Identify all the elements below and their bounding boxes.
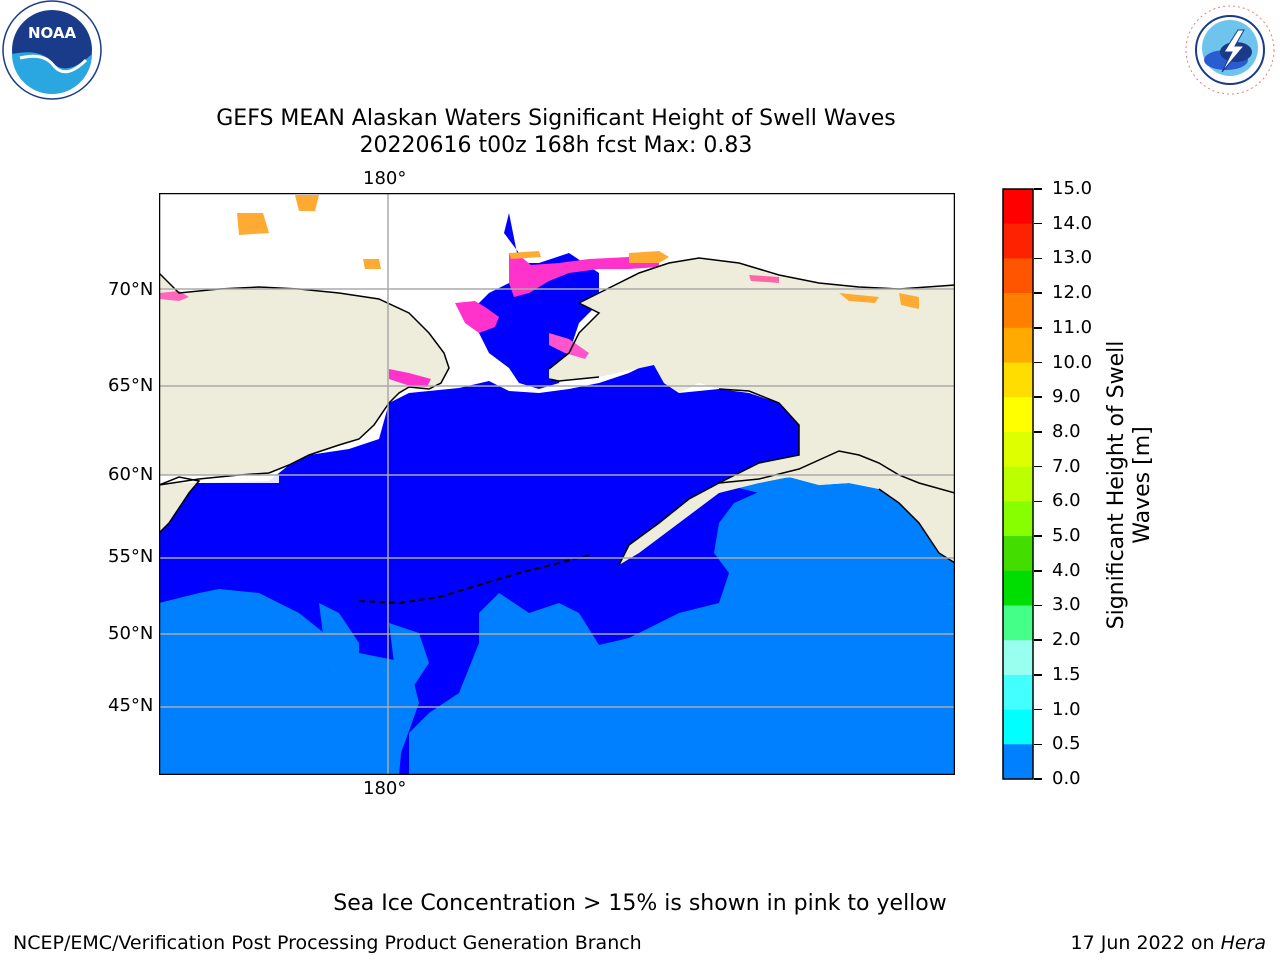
footer-host: Hera: [1220, 932, 1266, 954]
colorbar-tick-label: 0.5: [1052, 733, 1081, 755]
colorbar-tick-mark: [1034, 708, 1042, 711]
colorbar-swatch: [1003, 605, 1033, 641]
colorbar-tick-label: 4.0: [1052, 559, 1081, 581]
ocean-light: [159, 483, 955, 775]
colorbar-tick-mark: [1034, 257, 1042, 260]
colorbar-tick-label: 9.0: [1052, 386, 1081, 408]
colorbar-tick-label: 3.0: [1052, 594, 1081, 616]
colorbar-tick-label: 5.0: [1052, 525, 1081, 547]
colorbar-tick-mark: [1034, 327, 1042, 329]
colorbar-tick-mark: [1034, 778, 1042, 780]
colorbar-tick-mark: [1034, 535, 1042, 537]
colorbar-tick-label: 2.0: [1052, 629, 1081, 651]
colorbar-swatch: [1003, 501, 1033, 537]
colorbar-swatch: [1003, 327, 1033, 364]
noaa-logo: NOAA: [0, 0, 104, 100]
footer-left: NCEP/EMC/Verification Post Processing Pr…: [13, 932, 642, 954]
colorbar-tick-mark: [1034, 396, 1042, 398]
ocean-dark: [159, 363, 799, 775]
colorbar-title-line1: Significant Height of Swell: [1104, 340, 1129, 630]
land-alaska: [549, 258, 955, 565]
lat-label-45: 45°N: [108, 695, 154, 716]
lat-label-65: 65°N: [108, 375, 154, 396]
colorbar-tick-mark: [1034, 431, 1042, 433]
colorbar-tick-mark: [1034, 465, 1042, 468]
colorbar-tick-label: 10.0: [1052, 351, 1093, 373]
footer-right: 17 Jun 2022 on Hera: [1071, 932, 1266, 954]
lat-label-55: 55°N: [108, 546, 154, 567]
colorbar-swatch: [1003, 466, 1033, 502]
colorbar-tick-mark: [1034, 361, 1042, 364]
lon-label-top: 180°: [363, 168, 407, 189]
colorbar-tick-label: 7.0: [1052, 455, 1081, 477]
colorbar-swatch: [1003, 293, 1033, 329]
lat-label-50: 50°N: [108, 623, 154, 644]
footer-date: 17 Jun 2022 on: [1070, 932, 1221, 954]
lat-label-70: 70°N: [108, 279, 154, 300]
sea-ice-chukchi: [509, 253, 659, 297]
colorbar-tick-label: 6.0: [1052, 490, 1081, 512]
colorbar: [1002, 188, 1034, 780]
colorbar-tick-label: 11.0: [1052, 316, 1093, 338]
colorbar-tick-mark: [1034, 674, 1042, 676]
colorbar-swatch: [1003, 709, 1033, 745]
colorbar-tick-mark: [1034, 604, 1042, 607]
colorbar-tick-label: 1.5: [1052, 663, 1081, 685]
colorbar-border: [1002, 188, 1034, 780]
chart-subtitle: 20220616 t00z 168h fcst Max: 0.83: [359, 133, 753, 158]
colorbar-swatch: [1003, 744, 1033, 780]
land-siberia: [159, 273, 449, 485]
colorbar-swatch: [1003, 570, 1033, 606]
colorbar-tick-label: 8.0: [1052, 420, 1081, 442]
colorbar-swatch: [1003, 362, 1033, 398]
colorbar-swatch: [1003, 536, 1033, 572]
map-plot: [158, 192, 956, 776]
colorbar-swatch: [1003, 431, 1033, 468]
nws-logo: [1178, 0, 1280, 100]
chart-title: GEFS MEAN Alaskan Waters Significant Hei…: [216, 106, 896, 131]
map-svg: [158, 192, 956, 776]
colorbar-svg: [1002, 188, 1034, 780]
sea-ice-note: Sea Ice Concentration > 15% is shown in …: [333, 891, 947, 916]
colorbar-tick-mark: [1034, 639, 1042, 641]
colorbar-tick-mark: [1034, 570, 1042, 572]
colorbar-swatch: [1003, 674, 1033, 711]
colorbar-tick-label: 13.0: [1052, 247, 1093, 269]
colorbar-tick-mark: [1034, 500, 1042, 503]
lat-label-60: 60°N: [108, 464, 154, 485]
colorbar-tick-label: 12.0: [1052, 282, 1093, 304]
colorbar-tick-label: 0.0: [1052, 768, 1081, 789]
noaa-logo-text: NOAA: [28, 24, 77, 42]
lon-label-bottom: 180°: [363, 778, 407, 799]
colorbar-swatch: [1003, 258, 1033, 294]
colorbar-swatch: [1003, 397, 1033, 433]
colorbar-tick-label: 15.0: [1052, 178, 1093, 199]
colorbar-tick-mark: [1034, 292, 1042, 294]
gridlines: [159, 193, 955, 775]
colorbar-swatch: [1003, 189, 1033, 225]
colorbar-tick-mark: [1034, 743, 1042, 746]
colorbar-tick-mark: [1034, 188, 1042, 190]
colorbar-swatch: [1003, 223, 1033, 259]
colorbar-tick-mark: [1034, 222, 1042, 225]
colorbar-title-line2: Waves [m]: [1130, 426, 1155, 544]
colorbar-tick-label: 1.0: [1052, 698, 1081, 720]
colorbar-tick-label: 14.0: [1052, 212, 1093, 234]
colorbar-swatch: [1003, 640, 1033, 676]
